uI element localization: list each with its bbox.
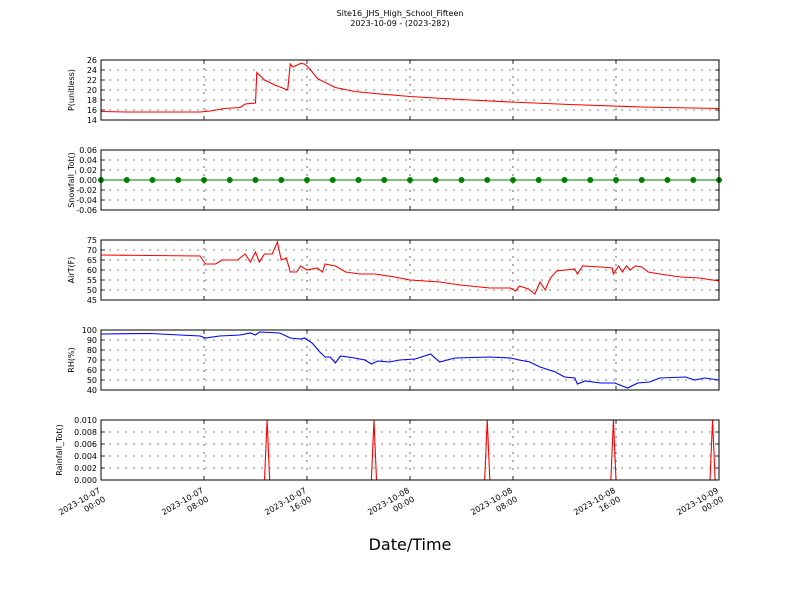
chart-title: Site16_JHS_High_School_Fifteen [337,9,464,18]
chart-subtitle: 2023-10-09 - (2023-282) [350,19,449,28]
y-axis-label: RH(%) [67,347,76,372]
data-point [123,177,130,183]
y-axis-label: Snowfall_Tot() [67,152,76,208]
data-point [432,177,439,183]
y-tick-label: 0.00 [79,176,97,185]
y-tick-label: 50 [87,376,97,385]
y-tick-label: 0.000 [74,476,97,485]
y-tick-label: 0.006 [74,440,97,449]
data-line [101,240,719,295]
y-tick-label: 45 [87,296,97,305]
y-tick-label: 0.010 [74,416,97,425]
plot-frame [100,149,720,211]
data-point [484,177,491,183]
y-tick-label: 0.04 [79,156,97,165]
y-tick-label: 0.002 [74,464,97,473]
y-axis-label: AirT(F) [67,257,76,284]
y-tick-label: 65 [87,256,97,265]
data-point [381,177,388,183]
plot-frame [100,59,720,121]
y-tick-label: 55 [87,276,97,285]
y-tick-label: 100 [82,326,97,335]
plot-frame [100,239,720,301]
data-point [613,177,619,183]
y-tick-label: 14 [87,116,97,125]
data-point [329,177,336,183]
y-tick-label: -0.02 [76,186,97,195]
data-point [226,177,233,183]
y-axis-label: P(unitless) [67,69,76,111]
y-tick-label: -0.04 [76,196,97,205]
data-line [101,331,719,389]
y-tick-label: 0.06 [79,146,97,155]
y-tick-label: 70 [87,246,97,255]
data-point [690,177,697,183]
y-tick-label: 20 [87,86,97,95]
y-tick-label: 0.008 [74,428,97,437]
x-axis-label: Date/Time [369,535,452,554]
y-tick-label: 60 [87,266,97,275]
y-tick-label: 0.004 [74,452,97,461]
data-point [535,177,542,183]
data-point [201,177,207,183]
y-tick-label: 90 [87,336,97,345]
data-point [149,177,156,183]
y-tick-label: 75 [87,236,97,245]
y-tick-label: 60 [87,366,97,375]
data-point [407,177,413,183]
y-tick-label: -0.06 [76,206,97,215]
y-axis-label: Rainfall_Tot() [55,424,64,476]
data-point [355,177,362,183]
y-tick-label: 70 [87,356,97,365]
data-line [101,62,719,113]
y-tick-label: 16 [87,106,97,115]
y-tick-label: 50 [87,286,97,295]
y-tick-label: 22 [87,76,97,85]
y-tick-label: 18 [87,96,97,105]
y-tick-label: 0.02 [79,166,97,175]
data-point [638,177,645,183]
y-tick-label: 24 [87,66,97,75]
data-point [664,177,671,183]
data-point [252,177,259,183]
y-tick-label: 40 [87,386,97,395]
data-point [561,177,568,183]
data-point [278,177,285,183]
data-point [510,177,516,183]
data-point [175,177,182,183]
data-point [304,177,310,183]
data-point [458,177,465,183]
plot-frame [100,419,720,481]
y-tick-label: 26 [87,56,97,65]
data-point [587,177,594,183]
y-tick-label: 80 [87,346,97,355]
plot-frame [100,329,720,391]
